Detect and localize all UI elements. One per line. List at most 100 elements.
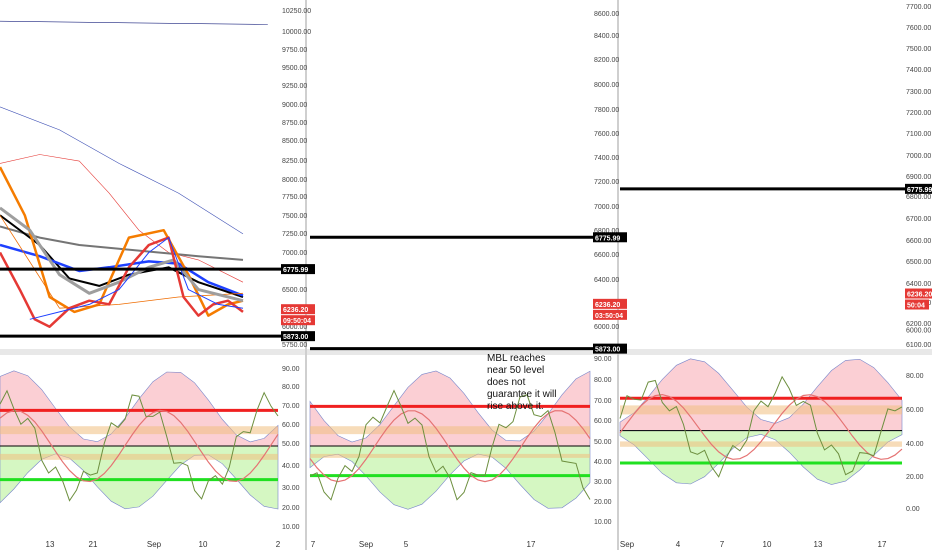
price-tag-label: 03:50:04	[595, 313, 623, 320]
price-series-line	[0, 106, 244, 235]
y-tick-label: 7600.00	[594, 131, 619, 138]
y-tick-label: 7400.00	[594, 155, 619, 162]
y-tick-label: 8200.00	[594, 57, 619, 64]
y-tick-label: 8250.00	[282, 158, 307, 165]
y-tick-label: 6800.00	[906, 194, 931, 201]
y-tick-label: 9000.00	[282, 102, 307, 109]
price-tag	[281, 331, 315, 342]
y-tick-label: 7250.00	[282, 231, 307, 238]
price-tag-label: 6775.99	[595, 235, 620, 242]
y-tick-label: 7000.00	[906, 153, 931, 160]
y-tick-label: 80.00	[906, 373, 924, 380]
level-band	[310, 426, 590, 435]
signal-line	[309, 410, 591, 483]
y-tick-label: 60.00	[282, 422, 300, 429]
y-tick-label: 20.00	[594, 499, 612, 506]
x-tick-label: 17	[878, 540, 887, 549]
y-tick-label: 6800.00	[594, 228, 619, 235]
y-tick-label: 70.00	[594, 398, 612, 405]
price-series-line	[0, 225, 244, 261]
price-tag-label: 6236.20	[595, 302, 620, 309]
y-tick-label: 50.00	[282, 441, 300, 448]
y-tick-label: 20.00	[906, 474, 924, 481]
upper-band-area	[0, 370, 279, 447]
price-series-line	[0, 206, 244, 303]
y-tick-label: 6000.00	[282, 324, 307, 331]
x-tick-label: 7	[311, 540, 316, 549]
price-series-line	[0, 243, 244, 297]
y-tick-label: 7400.00	[906, 67, 931, 74]
price-series-line	[0, 154, 244, 283]
y-tick-label: 7000.00	[282, 250, 307, 257]
y-tick-label: 10000.00	[282, 29, 311, 36]
price-tag-label: 6236.20	[907, 292, 932, 299]
y-tick-label: 30.00	[282, 485, 300, 492]
x-tick-label: 10	[763, 540, 772, 549]
price-tag	[593, 309, 627, 320]
y-tick-label: 7500.00	[906, 46, 931, 53]
y-tick-label: 6400.00	[906, 281, 931, 288]
x-tick-label: 13	[46, 540, 55, 549]
signal-line	[619, 393, 903, 460]
y-tick-label: 30.00	[594, 479, 612, 486]
y-tick-label: 8500.00	[282, 138, 307, 145]
y-tick-label: 9750.00	[282, 47, 307, 54]
y-tick-label: 10.00	[594, 519, 612, 526]
upper-band-area	[309, 370, 591, 447]
y-tick-label: 7200.00	[594, 179, 619, 186]
y-tick-label: 70.00	[282, 403, 300, 410]
x-tick-label: 17	[527, 540, 536, 549]
oscillator-line	[309, 389, 591, 501]
y-tick-label: 7700.00	[906, 4, 931, 11]
y-tick-label: 6900.00	[906, 174, 931, 181]
x-tick-label: Sep	[147, 540, 162, 549]
y-tick-label: 6500.00	[282, 287, 307, 294]
x-tick-label: Sep	[620, 540, 635, 549]
y-tick-label: 7300.00	[906, 89, 931, 96]
y-tick-label: 8400.00	[594, 33, 619, 40]
x-tick-label: 4	[676, 540, 681, 549]
y-tick-label: 8600.00	[594, 11, 619, 18]
price-tag-label: 6236.20	[283, 307, 308, 314]
oscillator-line	[0, 389, 279, 502]
y-tick-label: 7800.00	[594, 107, 619, 114]
x-tick-label: Sep	[359, 540, 374, 549]
price-tag-label: 5873.00	[283, 334, 308, 341]
price-tag-label: 6775.99	[907, 187, 932, 194]
x-tick-label: 5	[404, 540, 409, 549]
y-tick-label: 7750.00	[282, 194, 307, 201]
x-tick-label: 7	[720, 540, 725, 549]
annotation-line-1: MBL reaches	[487, 353, 546, 364]
y-tick-label: 10250.00	[282, 8, 311, 15]
price-tag	[905, 299, 929, 310]
y-tick-label: 6700.00	[906, 216, 931, 223]
lower-band-area	[619, 430, 903, 485]
price-tag-label: 6775.99	[283, 267, 308, 274]
y-tick-label: 9500.00	[282, 65, 307, 72]
y-tick-label: 6400.00	[594, 277, 619, 284]
annotation-line-4: guarantee it will	[487, 389, 556, 400]
price-tag	[281, 264, 315, 275]
y-tick-label: 20.00	[282, 505, 300, 512]
y-tick-label: 90.00	[282, 366, 300, 373]
y-tick-label: 6000.00	[906, 328, 931, 335]
y-tick-label: 40.00	[282, 463, 300, 470]
oscillator-line	[619, 375, 903, 478]
y-tick-label: 6500.00	[906, 259, 931, 266]
level-band	[0, 453, 278, 460]
level-band	[620, 405, 902, 415]
y-tick-label: 6100.00	[906, 342, 931, 349]
y-tick-label: 7500.00	[282, 213, 307, 220]
y-tick-label: 6200.00	[906, 321, 931, 328]
y-tick-label: 8750.00	[282, 120, 307, 127]
y-tick-label: 7200.00	[906, 110, 931, 117]
annotation-line-3: does not	[487, 377, 526, 388]
level-band	[620, 441, 902, 447]
x-tick-label: 21	[89, 540, 98, 549]
y-tick-label: 40.00	[594, 459, 612, 466]
level-band	[310, 453, 590, 458]
y-tick-label: 7000.00	[594, 204, 619, 211]
price-tag-label: 09:50:04	[283, 318, 311, 325]
y-tick-label: 6000.00	[594, 324, 619, 331]
y-tick-label: 7600.00	[906, 25, 931, 32]
